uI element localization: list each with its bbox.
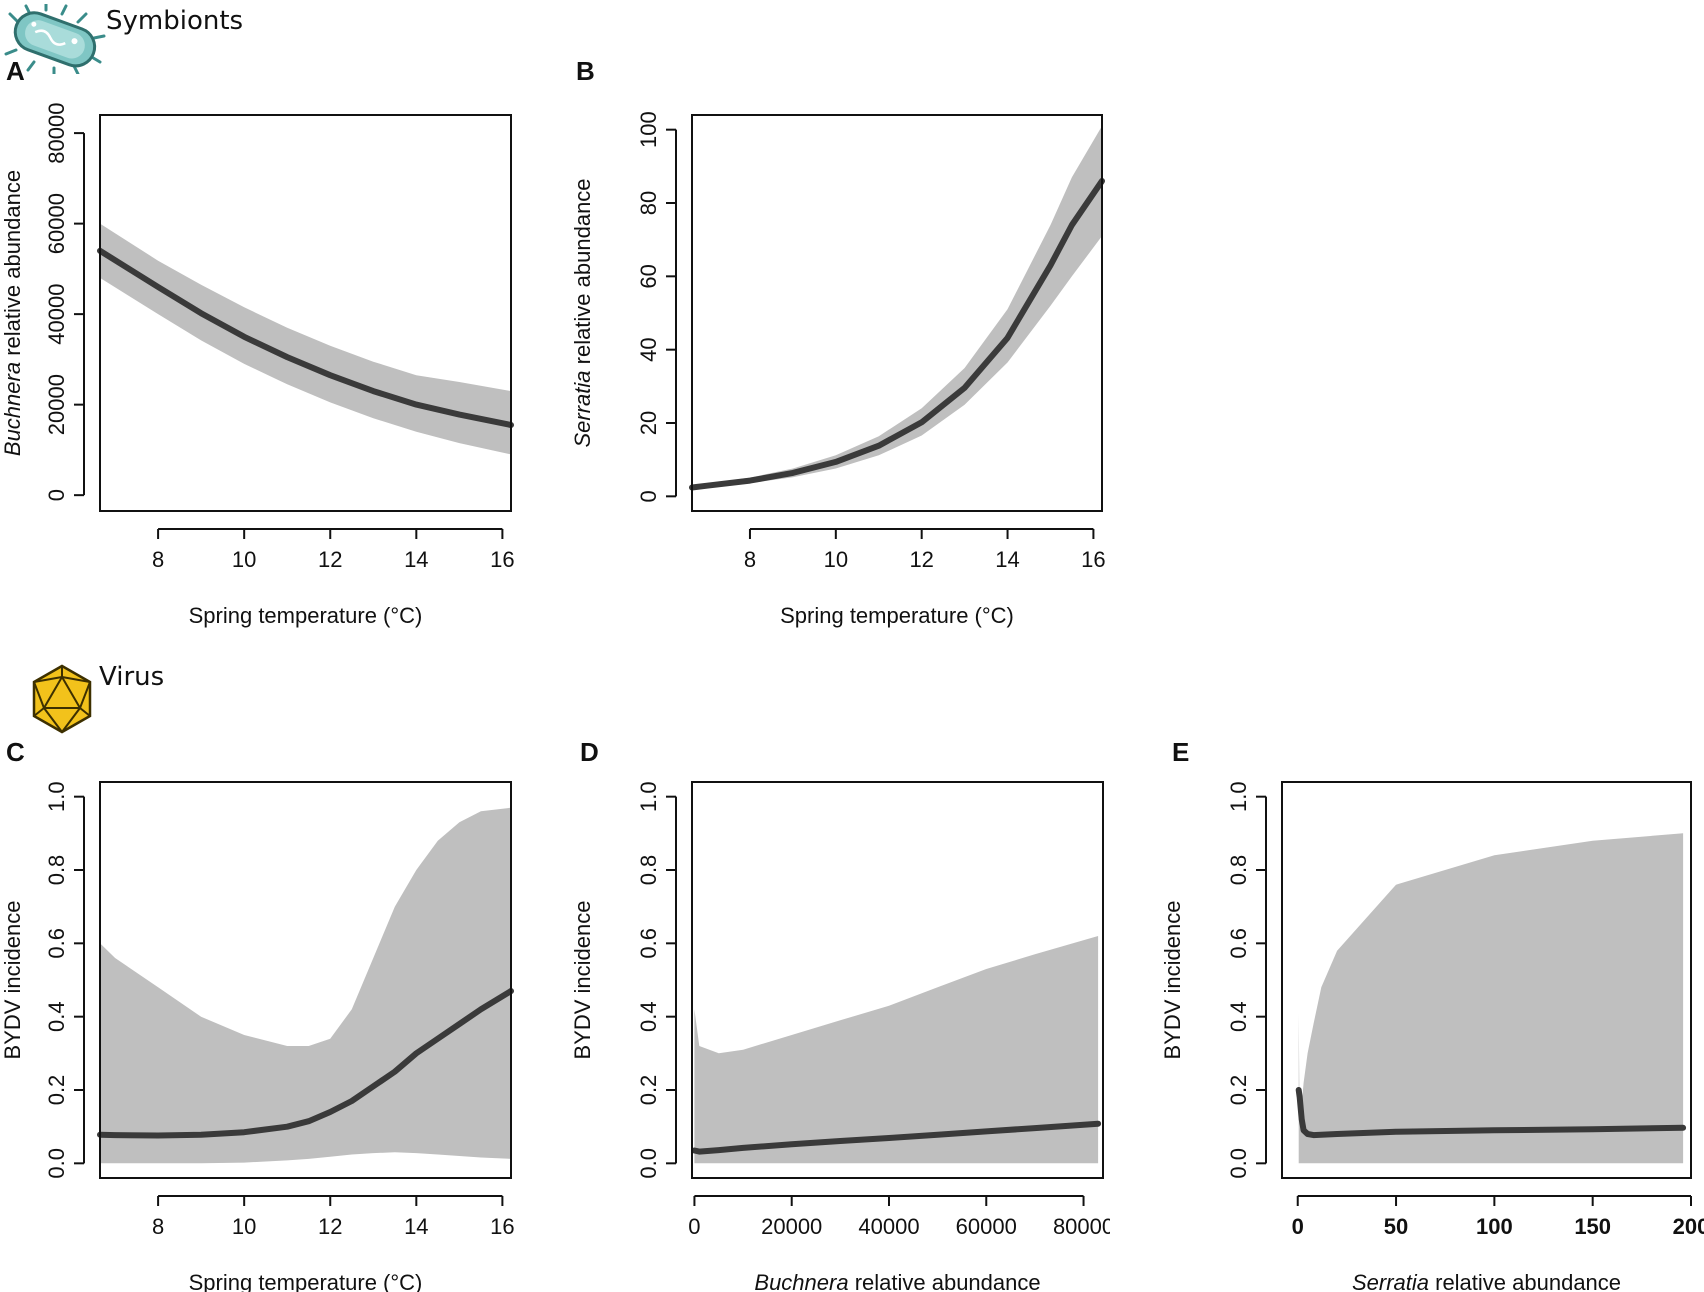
panel-letter-b: B xyxy=(576,56,595,86)
x-tick-label-b: 12 xyxy=(909,547,933,572)
y-tick-label-e: 0.2 xyxy=(1226,1075,1251,1106)
y-tick-label-e: 0.6 xyxy=(1226,928,1251,959)
y-tick-label-c: 0.8 xyxy=(44,855,69,886)
x-tick-label-a: 14 xyxy=(404,547,428,572)
y-axis-title-b: Serratia relative abundance xyxy=(570,178,595,447)
x-axis-title-c: Spring temperature (°C) xyxy=(189,1270,423,1292)
x-axis-title-b: Spring temperature (°C) xyxy=(780,603,1014,628)
x-tick-label-c: 14 xyxy=(404,1214,428,1239)
y-tick-label-e: 1.0 xyxy=(1226,781,1251,812)
y-tick-label-d: 0.6 xyxy=(636,928,661,959)
y-tick-label-d: 0.4 xyxy=(636,1001,661,1032)
x-tick-label-d: 0 xyxy=(688,1214,700,1239)
x-tick-label-e: 50 xyxy=(1384,1214,1408,1239)
x-tick-label-c: 10 xyxy=(232,1214,256,1239)
y-tick-label-e: 0.0 xyxy=(1226,1148,1251,1179)
x-tick-label-e: 100 xyxy=(1476,1214,1513,1239)
ci-band-b xyxy=(692,126,1102,489)
y-tick-label-d: 1.0 xyxy=(636,781,661,812)
x-tick-label-c: 12 xyxy=(318,1214,342,1239)
y-tick-label-b: 80 xyxy=(636,191,661,215)
x-tick-label-b: 16 xyxy=(1081,547,1105,572)
plot-frame-b xyxy=(691,114,1103,512)
y-axis-title-d: BYDV incidence xyxy=(570,901,595,1060)
x-axis-title-a: Spring temperature (°C) xyxy=(189,603,423,628)
y-tick-label-a: 80000 xyxy=(44,103,69,164)
x-tick-label-d: 80000 xyxy=(1053,1214,1110,1239)
ci-band-d xyxy=(694,936,1099,1164)
x-tick-label-b: 10 xyxy=(824,547,848,572)
x-axis-title-e: Serratia relative abundance xyxy=(1352,1270,1621,1292)
y-tick-label-d: 0.8 xyxy=(636,855,661,886)
fit-line-a xyxy=(97,247,514,428)
x-tick-label-b: 8 xyxy=(744,547,756,572)
virus-icon xyxy=(30,663,94,735)
x-tick-label-e: 0 xyxy=(1292,1214,1304,1239)
bacterium-icon xyxy=(4,0,106,78)
section-title-virus: Virus xyxy=(99,662,165,692)
ci-band-a xyxy=(100,223,511,455)
y-tick-label-c: 0.6 xyxy=(44,928,69,959)
ci-band-c xyxy=(100,807,511,1164)
y-tick-label-a: 20000 xyxy=(44,374,69,435)
panel-letter-e: E xyxy=(1172,737,1190,767)
panel-letter-a: A xyxy=(6,56,25,86)
x-tick-label-d: 60000 xyxy=(956,1214,1017,1239)
plot-frame-d xyxy=(691,781,1104,1179)
x-tick-label-c: 16 xyxy=(490,1214,514,1239)
fit-line-c xyxy=(97,988,514,1139)
ci-band-e xyxy=(1298,833,1684,1164)
panel-letter-d: D xyxy=(580,737,599,767)
plot-frame-a xyxy=(99,114,512,512)
y-tick-label-a: 60000 xyxy=(44,193,69,254)
y-tick-label-e: 0.4 xyxy=(1226,1001,1251,1032)
y-tick-label-b: 0 xyxy=(636,490,661,502)
x-tick-label-d: 20000 xyxy=(761,1214,822,1239)
panel-letter-c: C xyxy=(6,737,25,767)
y-tick-label-c: 0.2 xyxy=(44,1075,69,1106)
y-tick-label-a: 0 xyxy=(44,489,69,501)
x-tick-label-b: 14 xyxy=(995,547,1019,572)
y-tick-label-b: 100 xyxy=(636,111,661,148)
section-title-symbionts: Symbionts xyxy=(106,6,244,36)
y-tick-label-c: 0.4 xyxy=(44,1001,69,1032)
x-tick-label-c: 8 xyxy=(152,1214,164,1239)
y-tick-label-e: 0.8 xyxy=(1226,855,1251,886)
chart-d: 0 20000 40000 60000 80000 0.0 0.2 0.4 0.6 0.8 1.0 B… xyxy=(570,781,1110,1292)
x-tick-label-a: 10 xyxy=(232,547,256,572)
y-tick-label-d: 0.2 xyxy=(636,1075,661,1106)
plot-frame-c xyxy=(99,781,512,1179)
x-tick-label-d: 40000 xyxy=(858,1214,919,1239)
fit-line-e xyxy=(1295,1087,1687,1139)
chart-e: 0 50 100 150 200 0.0 0.2 0.4 0.6 0.8 1.0 Serratia r… xyxy=(1160,781,1704,1292)
x-tick-label-a: 12 xyxy=(318,547,342,572)
y-tick-label-b: 20 xyxy=(636,411,661,435)
chart-a: 8 10 12 14 16 0 20000 40000 60000 80000 Spring tem… xyxy=(0,103,515,628)
chart-c: 8 10 12 14 16 0.0 0.2 0.4 0.6 0.8 1.0 Spring temper… xyxy=(0,781,515,1292)
y-tick-label-b: 60 xyxy=(636,264,661,288)
fit-line-b xyxy=(689,178,1105,491)
chart-b: 8 10 12 14 16 0 20 40 60 80 100 Spring temperature … xyxy=(570,111,1106,628)
x-tick-label-e: 200 xyxy=(1673,1214,1704,1239)
x-tick-label-e: 150 xyxy=(1574,1214,1611,1239)
x-axis-title-d: Buchnera relative abundance xyxy=(754,1270,1040,1292)
x-tick-label-a: 16 xyxy=(490,547,514,572)
y-axis-title-c: BYDV incidence xyxy=(0,901,25,1060)
plot-frame-e xyxy=(1281,781,1692,1179)
y-tick-label-c: 1.0 xyxy=(44,781,69,812)
y-tick-label-c: 0.0 xyxy=(44,1148,69,1179)
y-tick-label-a: 40000 xyxy=(44,284,69,345)
y-tick-label-d: 0.0 xyxy=(636,1148,661,1179)
y-axis-title-a: Buchnera relative abundance xyxy=(0,170,25,456)
y-tick-label-b: 40 xyxy=(636,337,661,361)
fit-line-d xyxy=(691,1120,1102,1155)
y-axis-title-e: BYDV incidence xyxy=(1160,901,1185,1060)
x-tick-label-a: 8 xyxy=(152,547,164,572)
